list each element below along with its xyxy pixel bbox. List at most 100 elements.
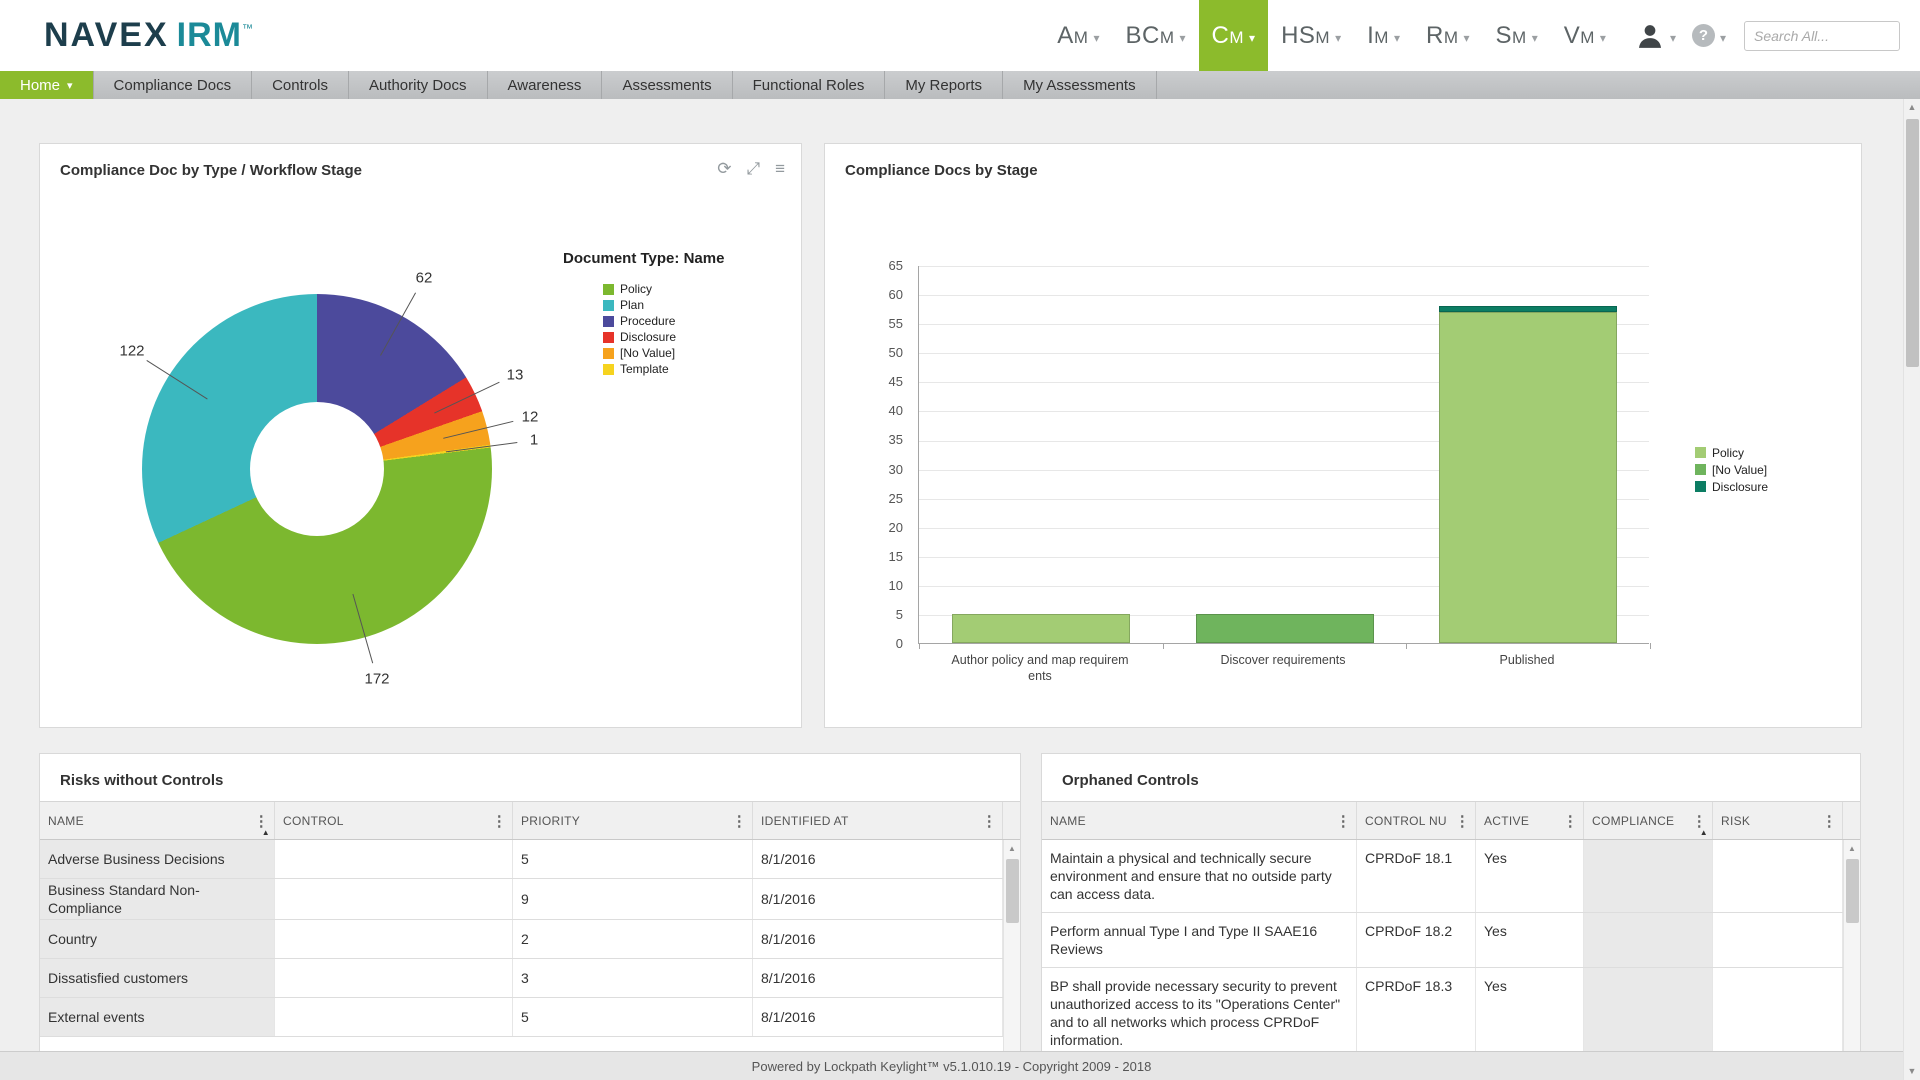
- legend-item-policy[interactable]: Policy: [603, 281, 724, 297]
- expand-icon[interactable]: ⤢: [746, 160, 760, 177]
- page-scrollbar[interactable]: ▲ ▼: [1903, 99, 1920, 1080]
- tab-my-assessments[interactable]: My Assessments: [1003, 71, 1157, 99]
- chevron-down-icon: ▾: [1335, 31, 1341, 45]
- tab-controls[interactable]: Controls: [252, 71, 349, 99]
- orphaned-table-scrollbar[interactable]: ▲ ▼: [1843, 840, 1860, 1079]
- legend-swatch: [1695, 481, 1706, 492]
- chevron-down-icon: ▾: [1720, 31, 1726, 45]
- bar-published-policy[interactable]: [1439, 312, 1617, 644]
- table-row[interactable]: Country28/1/2016: [40, 920, 1003, 959]
- module-label: HSm: [1281, 22, 1330, 50]
- tab-functional-roles[interactable]: Functional Roles: [733, 71, 886, 99]
- legend-item-procedure[interactable]: Procedure: [603, 313, 724, 329]
- column-header-name[interactable]: NAME⋮: [1042, 802, 1357, 839]
- x-axis-tick: [919, 643, 920, 649]
- scroll-up-icon[interactable]: ▲: [1908, 99, 1917, 116]
- panel-orphaned-controls: Orphaned Controls NAME⋮CONTROL NU⋮ACTIVE…: [1041, 753, 1861, 1080]
- table-row[interactable]: Dissatisfied customers38/1/2016: [40, 959, 1003, 998]
- column-menu-icon[interactable]: ⋮: [492, 812, 507, 830]
- legend-item-no-value[interactable]: [No Value]: [603, 345, 724, 361]
- module-cm[interactable]: Cm▾: [1199, 0, 1269, 71]
- cell-risk: [1713, 913, 1843, 967]
- x-axis-category-label: Published: [1417, 652, 1637, 668]
- scroll-thumb[interactable]: [1006, 859, 1019, 923]
- tab-authority-docs[interactable]: Authority Docs: [349, 71, 488, 99]
- scroll-down-icon[interactable]: ▼: [1908, 1063, 1917, 1080]
- legend-item-policy[interactable]: Policy: [1695, 444, 1768, 461]
- column-header-risk[interactable]: RISK⋮: [1713, 802, 1843, 839]
- column-menu-icon[interactable]: ⋮: [1336, 812, 1351, 830]
- logo-brand: NAVEX: [44, 16, 169, 54]
- table-row[interactable]: Perform annual Type I and Type II SAAE16…: [1042, 913, 1843, 968]
- scroll-up-icon[interactable]: ▲: [1848, 840, 1856, 857]
- column-header-identified-at[interactable]: IDENTIFIED AT⋮: [753, 802, 1003, 839]
- module-rm[interactable]: Rm▾: [1413, 0, 1483, 71]
- column-menu-icon[interactable]: ⋮: [732, 812, 747, 830]
- column-menu-icon[interactable]: ⋮: [254, 812, 269, 830]
- legend-item-plan[interactable]: Plan: [603, 297, 724, 313]
- legend-item-disclosure[interactable]: Disclosure: [603, 329, 724, 345]
- column-header-control[interactable]: CONTROL⋮: [275, 802, 513, 839]
- chevron-down-icon: ▾: [1670, 31, 1676, 45]
- legend-title: Document Type: Name: [563, 250, 724, 267]
- module-sm[interactable]: Sm▾: [1483, 0, 1551, 71]
- column-menu-icon[interactable]: ⋮: [982, 812, 997, 830]
- table-row[interactable]: Adverse Business Decisions58/1/2016: [40, 840, 1003, 879]
- tab-home[interactable]: Home▾: [0, 71, 94, 99]
- module-im[interactable]: Im▾: [1354, 0, 1413, 71]
- logo-trademark: ™: [242, 23, 253, 35]
- scroll-up-icon[interactable]: ▲: [1008, 840, 1016, 857]
- y-axis-tick-label: 55: [833, 316, 903, 331]
- column-menu-icon[interactable]: ⋮: [1455, 812, 1470, 830]
- column-header-name[interactable]: NAME⋮▲: [40, 802, 275, 839]
- tab-compliance-docs[interactable]: Compliance Docs: [94, 71, 253, 99]
- table-row[interactable]: BP shall provide necessary security to p…: [1042, 968, 1843, 1059]
- module-hsm[interactable]: HSm ▾: [1268, 0, 1354, 71]
- table-row[interactable]: External events58/1/2016: [40, 998, 1003, 1037]
- top-header: NAVEXIRM™ Am▾BCm▾Cm▾HSm▾Im▾Rm▾Sm▾Vm▾ ▾ ?…: [0, 0, 1920, 71]
- module-am[interactable]: Am▾: [1044, 0, 1112, 71]
- chevron-down-icon: ▾: [1600, 31, 1606, 45]
- tab-label: Awareness: [508, 77, 582, 94]
- cell-priority: 3: [513, 959, 753, 997]
- bar-author-policy-and-map-requirements-policy[interactable]: [952, 614, 1130, 643]
- x-axis-tick: [1406, 643, 1407, 649]
- legend-item-template[interactable]: Template: [603, 361, 724, 377]
- module-nav: Am▾BCm▾Cm▾HSm▾Im▾Rm▾Sm▾Vm▾: [1044, 0, 1619, 71]
- y-axis-tick-label: 20: [833, 520, 903, 535]
- module-label: Rm: [1426, 22, 1459, 50]
- bar-published-disclosure[interactable]: [1439, 306, 1617, 312]
- donut-chart-area: 6213121172122 Document Type: Name Policy…: [40, 144, 801, 727]
- legend-item-no-value[interactable]: [No Value]: [1695, 461, 1768, 478]
- column-header-compliance[interactable]: COMPLIANCE⋮▲: [1584, 802, 1713, 839]
- column-menu-icon[interactable]: ⋮: [1563, 812, 1578, 830]
- column-header-control-nu[interactable]: CONTROL NU⋮: [1357, 802, 1476, 839]
- module-bcm[interactable]: BCm▾: [1113, 0, 1199, 71]
- orphaned-table-header: NAME⋮CONTROL NU⋮ACTIVE⋮COMPLIANCE⋮▲RISK⋮: [1042, 801, 1860, 840]
- bar-discover-requirements-no-value[interactable]: [1196, 614, 1374, 643]
- risks-table-scrollbar[interactable]: ▲ ▼: [1003, 840, 1020, 1079]
- column-header-priority[interactable]: PRIORITY⋮: [513, 802, 753, 839]
- chevron-down-icon: ▾: [67, 79, 73, 92]
- table-row[interactable]: Maintain a physical and technically secu…: [1042, 840, 1843, 913]
- tab-my-reports[interactable]: My Reports: [885, 71, 1003, 99]
- y-axis-tick-label: 5: [833, 607, 903, 622]
- column-header-active[interactable]: ACTIVE⋮: [1476, 802, 1584, 839]
- user-menu[interactable]: ▾: [1635, 21, 1676, 51]
- help-menu[interactable]: ? ▾: [1692, 24, 1726, 47]
- cell-compliance: [1584, 840, 1713, 912]
- tab-assessments[interactable]: Assessments: [602, 71, 732, 99]
- footer: Powered by Lockpath Keylight™ v5.1.010.1…: [0, 1051, 1903, 1080]
- column-menu-icon[interactable]: ⋮: [1692, 812, 1707, 830]
- table-row[interactable]: Business Standard Non-Compliance98/1/201…: [40, 879, 1003, 920]
- module-vm[interactable]: Vm▾: [1551, 0, 1619, 71]
- column-menu-icon[interactable]: ⋮: [1822, 812, 1837, 830]
- menu-icon[interactable]: ≡: [775, 160, 785, 177]
- scroll-thumb[interactable]: [1906, 119, 1919, 367]
- tab-awareness[interactable]: Awareness: [488, 71, 603, 99]
- refresh-icon[interactable]: ⟳: [717, 160, 731, 177]
- scroll-thumb[interactable]: [1846, 859, 1859, 923]
- navex-irm-logo[interactable]: NAVEXIRM™: [44, 16, 253, 55]
- legend-item-disclosure[interactable]: Disclosure: [1695, 478, 1768, 495]
- search-input[interactable]: [1744, 21, 1900, 51]
